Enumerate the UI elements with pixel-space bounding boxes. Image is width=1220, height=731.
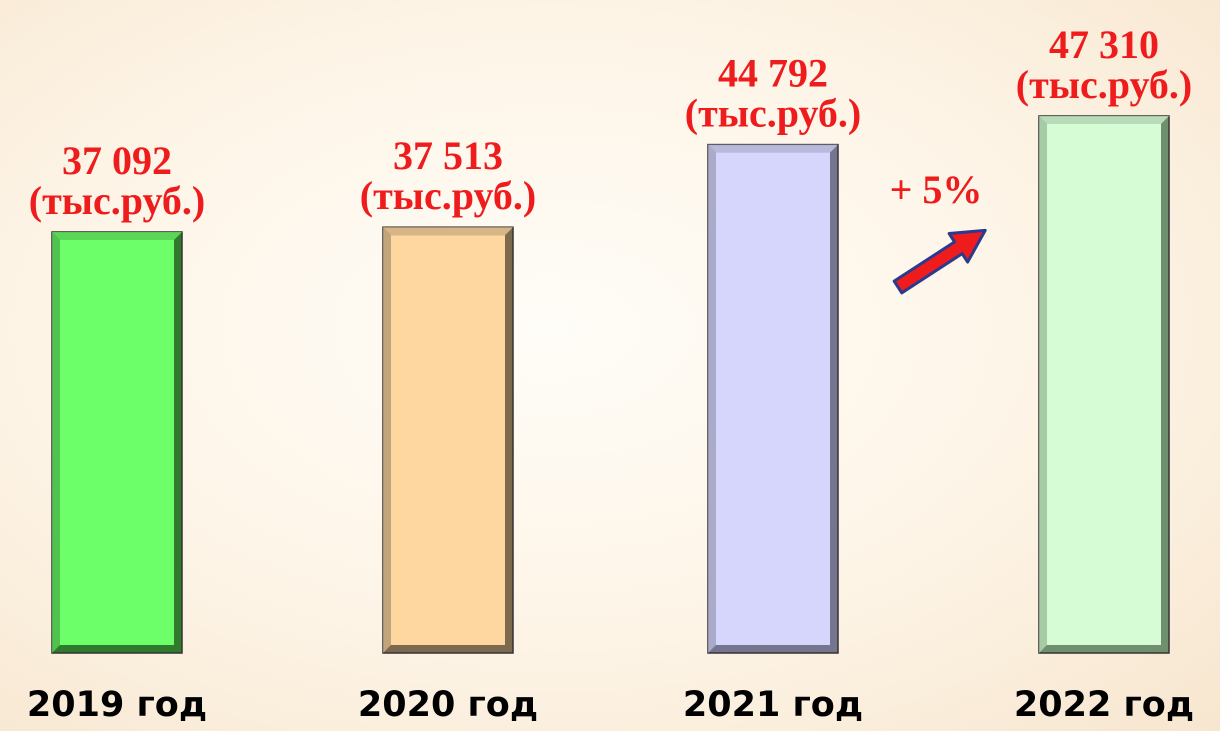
percent-change-label: + 5% [890, 167, 983, 212]
bar-face [60, 239, 174, 645]
value-label: 44 792 [718, 51, 828, 96]
value-label: 37 092 [62, 138, 172, 183]
bar-bevel-top [1039, 116, 1169, 124]
unit-label: (тыс.руб.) [685, 91, 861, 136]
bar-bevel-left [708, 144, 716, 653]
bar-face [1047, 124, 1161, 645]
value-label: 37 513 [393, 133, 503, 178]
bar-2022 [1038, 115, 1170, 654]
bar-2021 [707, 143, 839, 654]
growth-annotation: + 5% [890, 167, 987, 295]
bars-group [51, 115, 1170, 654]
unit-label: (тыс.руб.) [29, 178, 205, 223]
unit-label: (тыс.руб.) [1016, 62, 1192, 107]
category-label: 2019 год [27, 685, 207, 725]
bar-bevel-top [708, 144, 838, 153]
value-label: 47 310 [1049, 22, 1159, 67]
up-right-arrow-icon [892, 228, 987, 295]
bar-bevel-top [383, 227, 513, 236]
bar-face [391, 235, 505, 646]
category-label: 2022 год [1014, 685, 1194, 725]
bar-bevel-top [52, 231, 182, 240]
bar-2020 [382, 226, 514, 654]
bar-bevel-left [1039, 116, 1047, 653]
category-label: 2021 год [683, 685, 863, 725]
bar-bevel-left [52, 231, 60, 653]
bar-face [716, 152, 830, 645]
category-label: 2020 год [358, 685, 538, 725]
bar-bevel-left [383, 227, 391, 654]
unit-label: (тыс.руб.) [360, 173, 536, 218]
arrow-shape [892, 228, 987, 295]
bar-2019 [51, 231, 183, 654]
